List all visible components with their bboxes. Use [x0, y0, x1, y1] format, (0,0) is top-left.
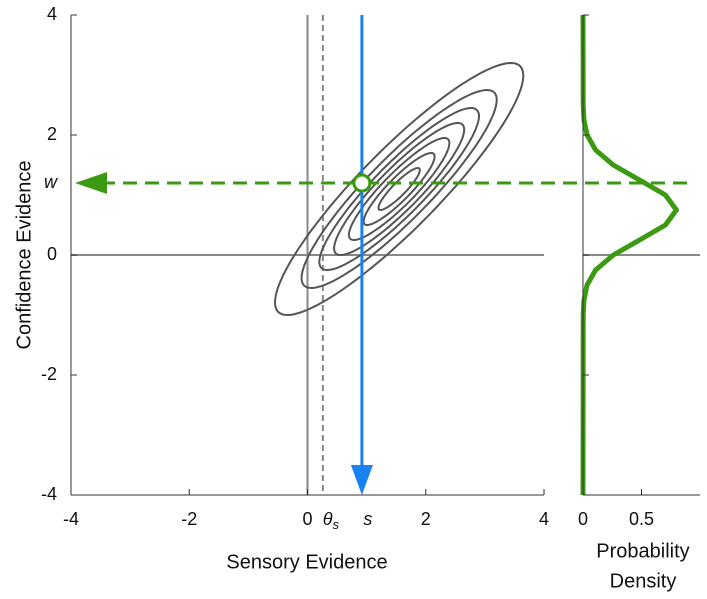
contour — [362, 152, 436, 226]
x-tick-label: -2 — [181, 509, 197, 529]
x-axis-label: Sensory Evidence — [226, 551, 387, 573]
density-curve — [580, 14, 679, 496]
criterion-symbol: θ — [323, 509, 333, 529]
contour — [347, 137, 451, 241]
y-axis-label: Confidence Evidence — [13, 160, 35, 349]
contour — [333, 122, 466, 256]
readout-arrowhead — [75, 172, 107, 194]
criterion-subscript: s — [333, 517, 340, 532]
x-tick-label: -4 — [63, 509, 79, 529]
x-tick-label: 2 — [421, 509, 431, 529]
sample-point — [352, 173, 372, 193]
y-tick-label: -4 — [41, 484, 57, 504]
x-tick-label: 4 — [539, 509, 549, 529]
y-tick-label: 4 — [47, 4, 57, 24]
side-x-axis-label: Probability — [596, 540, 689, 562]
criterion-label: θs — [323, 509, 340, 533]
y-tick-label: 0 — [47, 244, 57, 264]
sample-arrowhead — [350, 465, 373, 495]
side-x-axis-label: Density — [610, 570, 677, 592]
sample-label: s — [363, 509, 372, 529]
x-tick-label: 0 — [302, 509, 312, 529]
contour — [377, 167, 421, 211]
x-tick-label: 0 — [578, 509, 588, 529]
contour — [318, 107, 481, 271]
contour — [300, 88, 498, 290]
readout-label: w — [44, 172, 58, 192]
contour — [273, 61, 525, 317]
y-tick-label: 2 — [47, 124, 57, 144]
y-tick-label: -2 — [41, 364, 57, 384]
x-tick-label: 0.5 — [629, 509, 654, 529]
